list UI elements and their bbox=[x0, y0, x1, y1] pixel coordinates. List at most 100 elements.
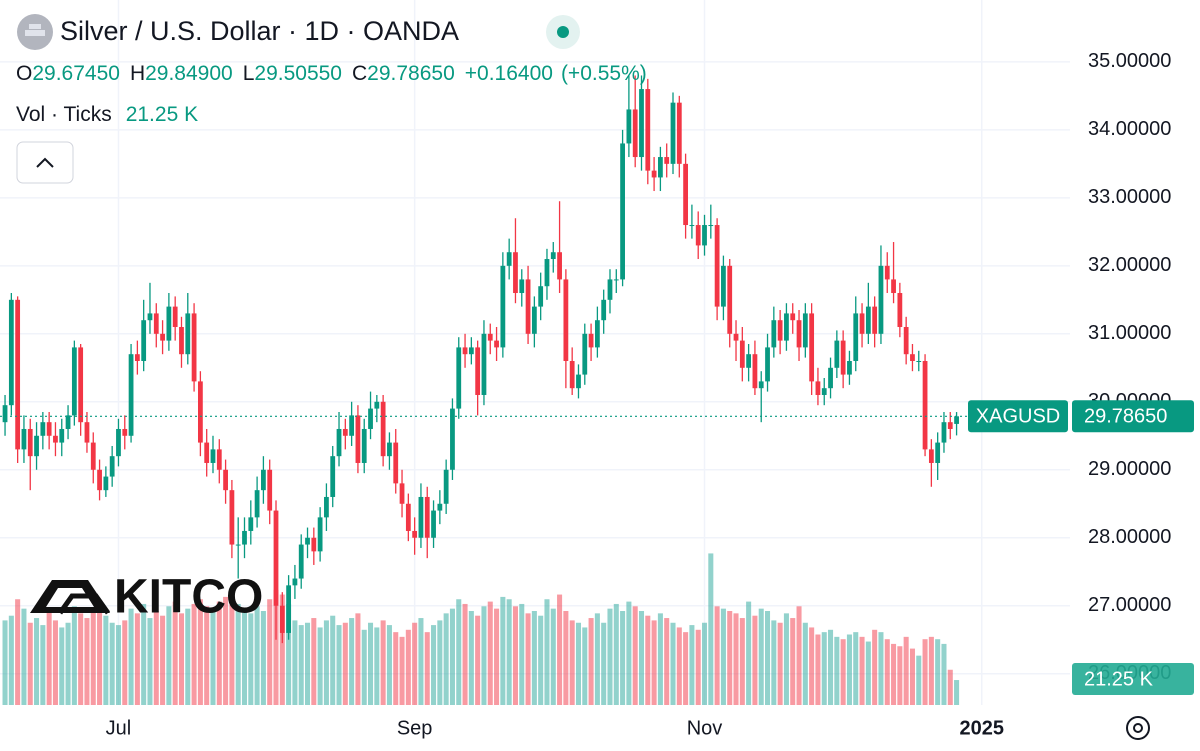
volume-bar bbox=[884, 639, 890, 705]
volume-bar bbox=[122, 620, 128, 705]
volume-bar bbox=[645, 615, 651, 705]
volume-bar bbox=[752, 615, 758, 705]
volume-bar bbox=[828, 629, 834, 705]
ohlc-key: O bbox=[16, 62, 32, 85]
candle-body bbox=[525, 279, 531, 334]
y-tick-label: 32.00000 bbox=[1088, 254, 1171, 276]
volume-bar bbox=[235, 603, 241, 705]
candle-body bbox=[349, 415, 355, 436]
volume-bar bbox=[909, 648, 915, 705]
volume-bar bbox=[891, 643, 897, 705]
volume-value: 21.25 K bbox=[126, 103, 198, 126]
volume-bar bbox=[512, 606, 518, 705]
volume-bar bbox=[172, 601, 178, 705]
candle-body bbox=[305, 537, 310, 545]
candle-body bbox=[424, 496, 430, 538]
candle-body bbox=[481, 333, 487, 395]
volume-bar bbox=[575, 622, 582, 705]
volume-bar bbox=[368, 622, 374, 705]
candle-body bbox=[752, 354, 758, 389]
logo-mark bbox=[57, 593, 111, 615]
volume-bar bbox=[153, 611, 159, 705]
watermark-logo: KITCO bbox=[30, 571, 263, 624]
candle-body bbox=[916, 360, 922, 362]
candle-body bbox=[563, 279, 569, 361]
volume-bar bbox=[197, 599, 203, 705]
candle-body bbox=[903, 327, 909, 355]
candle-body bbox=[387, 442, 392, 457]
volume-bar bbox=[739, 618, 745, 705]
ohlc-key: H bbox=[130, 62, 145, 85]
collapse-button[interactable] bbox=[16, 141, 74, 184]
volume-bar bbox=[840, 639, 846, 705]
candle-body bbox=[513, 252, 518, 294]
candle-body bbox=[59, 428, 65, 443]
candle-body bbox=[248, 517, 254, 531]
volume-bar bbox=[859, 636, 865, 705]
market-status-dot bbox=[557, 26, 569, 38]
volume-bar bbox=[903, 636, 909, 705]
chart-title: Silver / U.S. Dollar · 1D · OANDA bbox=[60, 16, 459, 46]
candle-body bbox=[557, 252, 562, 280]
volume-bar bbox=[65, 622, 71, 705]
volume-bar bbox=[386, 625, 392, 705]
candle-body bbox=[727, 265, 733, 334]
candle-body bbox=[531, 306, 537, 334]
candle-body bbox=[651, 170, 657, 178]
candle-body bbox=[519, 279, 525, 294]
ohlc-value: 29.84900 bbox=[145, 62, 233, 85]
volume-bar bbox=[582, 627, 588, 705]
volume-bar bbox=[78, 613, 84, 705]
volume-bar bbox=[481, 606, 487, 705]
candle-body bbox=[494, 340, 499, 348]
volume-bar bbox=[134, 613, 140, 705]
candle-body bbox=[821, 388, 827, 395]
volume-bar bbox=[431, 625, 437, 705]
volume-bar bbox=[853, 632, 859, 705]
candle-body bbox=[393, 442, 399, 484]
candle-body bbox=[840, 340, 846, 375]
volume-bar bbox=[878, 632, 884, 705]
volume-bar bbox=[59, 627, 65, 705]
volume-bar bbox=[897, 646, 903, 705]
symbol-badge bbox=[968, 400, 1068, 433]
volume-bar bbox=[695, 629, 701, 705]
volume-bar bbox=[361, 629, 367, 705]
last-price-badge bbox=[1072, 400, 1194, 433]
volume-bar bbox=[588, 618, 594, 705]
candle-body bbox=[15, 299, 21, 450]
ohlc-value: 29.50550 bbox=[254, 62, 342, 85]
candle-body bbox=[487, 333, 493, 341]
volume-bar bbox=[298, 625, 304, 705]
candle-body bbox=[431, 510, 436, 538]
y-tick-label: 27.00000 bbox=[1088, 594, 1171, 616]
candle-body bbox=[172, 306, 178, 328]
grid-layer bbox=[0, 0, 1070, 705]
candle-body bbox=[197, 381, 203, 443]
candle-body bbox=[103, 476, 109, 491]
candle-body bbox=[34, 435, 39, 457]
volume-bar bbox=[601, 622, 607, 705]
settings-icon[interactable] bbox=[1126, 716, 1150, 740]
volume-bar bbox=[796, 606, 802, 705]
candle-body bbox=[676, 102, 682, 164]
volume-bar bbox=[638, 611, 645, 705]
collapse-chevron bbox=[36, 157, 54, 168]
candle-body bbox=[576, 374, 581, 389]
candle-body bbox=[443, 469, 449, 504]
volume-bar bbox=[733, 613, 739, 705]
volume-layer bbox=[2, 553, 960, 705]
candle-body bbox=[279, 605, 285, 633]
candle-body bbox=[594, 320, 600, 348]
candle-body bbox=[588, 333, 594, 348]
volume-bar bbox=[475, 615, 481, 705]
candle-body bbox=[273, 510, 279, 606]
volume-legend: Vol · Ticks 21.25 K bbox=[16, 103, 198, 126]
settings-icon-center bbox=[1133, 723, 1143, 733]
candle-body bbox=[317, 517, 323, 552]
volume-bar bbox=[279, 594, 285, 705]
candle-body bbox=[78, 347, 84, 423]
candle-body bbox=[683, 163, 689, 226]
candle-body bbox=[179, 327, 184, 355]
volume-bar bbox=[71, 606, 77, 705]
